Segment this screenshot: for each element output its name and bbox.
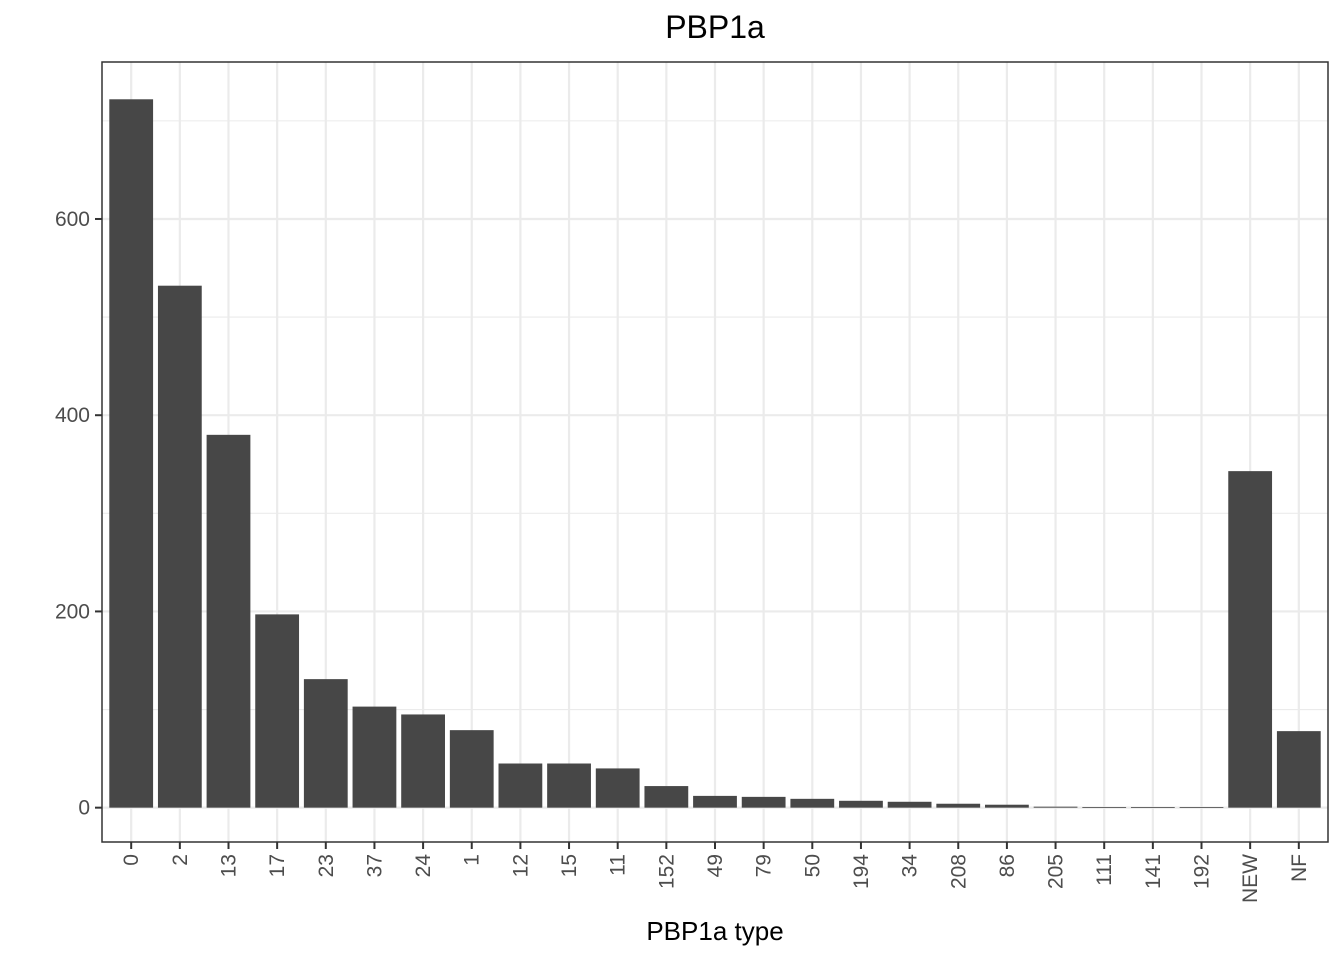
bar-2 xyxy=(157,285,202,808)
x-tick-label: 13 xyxy=(217,854,240,877)
x-tick-label: 152 xyxy=(655,854,678,889)
bars xyxy=(109,99,1321,808)
x-tick-label: 23 xyxy=(315,854,338,877)
y-tick-label: 0 xyxy=(78,797,90,820)
bar-194 xyxy=(839,800,883,808)
x-tick-label: NEW xyxy=(1239,854,1262,903)
x-tick-label: 194 xyxy=(850,854,873,889)
x-tick-label: 11 xyxy=(607,854,630,876)
bar-141 xyxy=(1130,807,1175,808)
bar-192 xyxy=(1179,807,1224,808)
bar-49 xyxy=(693,795,737,808)
x-tick-label: 141 xyxy=(1142,854,1165,889)
x-tick-label: 50 xyxy=(801,854,824,877)
x-tick-label: 37 xyxy=(363,854,386,877)
x-tick-label: 15 xyxy=(558,854,581,877)
x-tick-label: 205 xyxy=(1045,854,1068,889)
x-tick-label: 17 xyxy=(266,854,289,877)
bar-1 xyxy=(449,730,494,808)
bar-208 xyxy=(936,803,981,808)
y-tick-label: 200 xyxy=(55,600,90,623)
bar-111 xyxy=(1082,807,1127,808)
x-tick-label: 0 xyxy=(120,854,143,866)
bar-13 xyxy=(206,434,251,808)
x-tick-label: 86 xyxy=(996,854,1019,877)
x-tick-label: 208 xyxy=(947,854,970,889)
bar-17 xyxy=(255,614,300,808)
bar-79 xyxy=(741,796,786,808)
bar-0 xyxy=(109,99,154,808)
bar-23 xyxy=(303,679,348,808)
bar-34 xyxy=(887,801,932,808)
y-axis: 0 200 400 600 xyxy=(55,208,102,820)
x-tick-label: 49 xyxy=(704,854,727,877)
x-tick-label: NF xyxy=(1288,854,1311,882)
x-tick-label: 1 xyxy=(461,854,484,866)
y-tick-label: 400 xyxy=(55,404,90,427)
bar-11 xyxy=(595,768,640,808)
x-axis-title: PBP1a type xyxy=(646,916,783,946)
bar-12 xyxy=(498,763,543,808)
bar-NEW xyxy=(1228,471,1273,808)
x-tick-label: 12 xyxy=(509,854,532,877)
x-tick-label: 34 xyxy=(899,854,922,878)
x-tick-label: 111 xyxy=(1093,854,1116,886)
bar-50 xyxy=(790,798,835,808)
x-tick-label: 192 xyxy=(1191,854,1214,889)
y-tick-label: 600 xyxy=(55,208,90,231)
bar-24 xyxy=(401,714,445,808)
bar-86 xyxy=(985,804,1029,808)
x-axis: 0 2 13 17 23 37 24 1 12 15 11 152 49 79 50 194 34 208 86 20… xyxy=(120,842,1311,903)
x-tick-label: 2 xyxy=(169,854,192,866)
x-tick-label: 79 xyxy=(753,854,776,877)
x-tick-label: 24 xyxy=(412,854,435,878)
bar-15 xyxy=(547,763,591,808)
bar-NF xyxy=(1276,731,1321,808)
bar-152 xyxy=(644,786,689,808)
chart-title: PBP1a xyxy=(665,9,765,45)
bar-37 xyxy=(352,706,397,808)
bar-205 xyxy=(1033,806,1078,808)
